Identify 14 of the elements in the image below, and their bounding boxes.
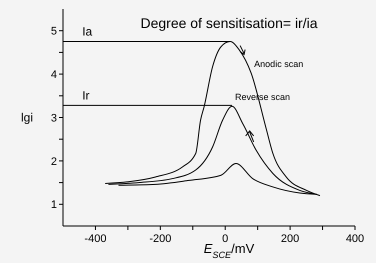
annotation: Ir — [82, 88, 90, 102]
y-tick-label: 4 — [50, 69, 57, 82]
y-tick-label: 1 — [50, 199, 57, 212]
y-axis-title: lgi — [20, 110, 34, 124]
y-tick-label: 2 — [50, 156, 57, 168]
annotation: Ia — [82, 24, 93, 39]
y-tick-label: 3 — [50, 112, 57, 124]
chart-title: Degree of sensitisation= ir/ia — [140, 15, 318, 31]
annotation: Anodic scan — [254, 59, 304, 70]
x-tick-label: -400 — [84, 233, 106, 245]
x-tick-label: 200 — [280, 233, 300, 245]
y-tick-label: 5 — [50, 26, 57, 38]
x-tick-label: -200 — [149, 233, 172, 245]
x-tick-label: 400 — [346, 233, 364, 245]
